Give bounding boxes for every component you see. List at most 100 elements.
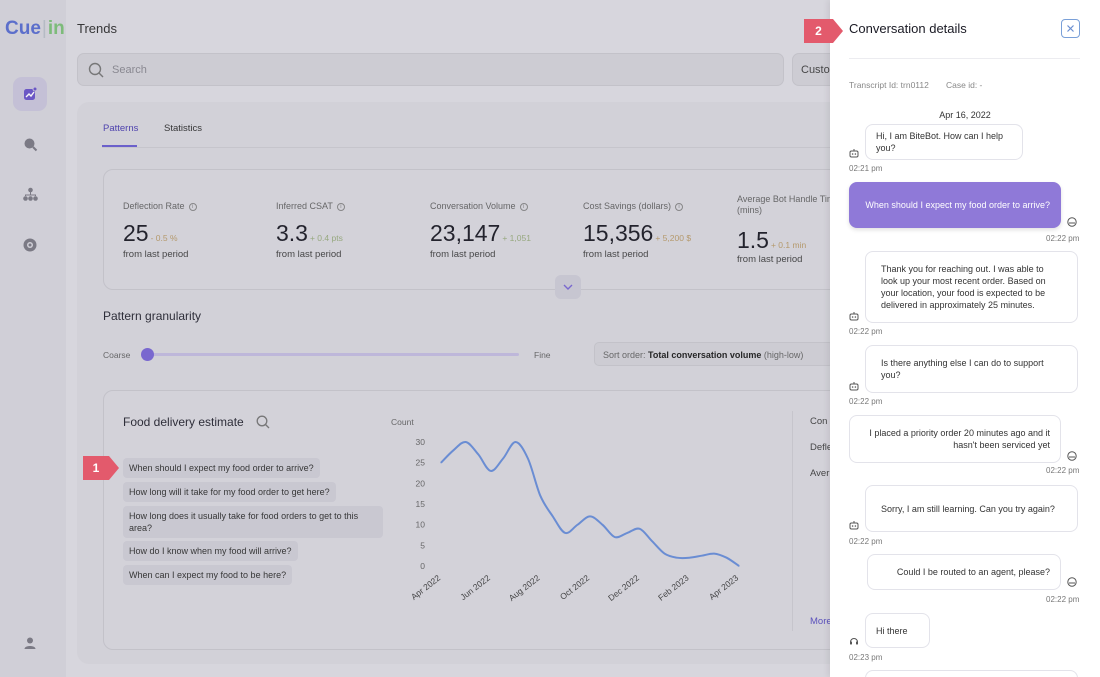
annotation-marker-1: 1: [83, 456, 119, 480]
metric-delta: + 5,200 $: [655, 233, 692, 243]
y-tick-label: 20: [416, 478, 426, 488]
trends-icon: [24, 87, 37, 100]
bot-icon: [849, 312, 859, 321]
user-message: Could I be routed to an agent, please?: [867, 554, 1061, 590]
metric-value: 25: [123, 220, 149, 246]
sort-value: Total conversation volume: [648, 350, 762, 360]
user-icon: [1067, 451, 1077, 461]
info-icon[interactable]: i: [188, 202, 197, 211]
message-time: 02:22 pm: [1046, 466, 1080, 475]
data-point: [688, 557, 690, 559]
message-time: 02:22 pm: [1046, 234, 1080, 243]
metric-label: Inferred CSAT: [276, 201, 333, 211]
bot-message: Sorry, I am still learning. Can you try …: [865, 485, 1078, 532]
data-point: [490, 470, 492, 472]
metric-sub: from last period: [276, 249, 342, 260]
y-tick-label: 30: [416, 437, 426, 447]
logo: Cue|in: [5, 18, 65, 40]
tab-patterns[interactable]: Patterns: [103, 123, 139, 134]
more-link[interactable]: More: [810, 616, 832, 627]
tab-statistics[interactable]: Statistics: [164, 123, 203, 134]
search-input[interactable]: [112, 61, 712, 79]
sort-order-select[interactable]: Sort order: Total conversation volume (h…: [594, 342, 834, 366]
phrase-item[interactable]: How long will it take for my food order …: [123, 482, 336, 502]
metric-sub: from last period: [430, 249, 496, 260]
logo-text-left: Cue: [5, 18, 41, 39]
data-point: [701, 555, 703, 557]
y-axis-label: Count: [391, 417, 414, 427]
data-point: [577, 524, 579, 526]
y-tick-label: 15: [416, 499, 426, 509]
metric-sub: from last period: [737, 254, 803, 265]
x-tick-label: Jun 2022: [458, 573, 492, 603]
metric-sub: from last period: [123, 249, 189, 260]
tabs-divider: [102, 147, 842, 148]
bot-icon: [849, 521, 859, 530]
data-point: [539, 495, 541, 497]
granularity-slider-track[interactable]: [147, 353, 519, 356]
close-button[interactable]: [1061, 19, 1080, 38]
conversation-date: Apr 16, 2022: [939, 110, 991, 120]
data-point: [589, 515, 591, 517]
case-id: Case id: -: [946, 80, 983, 90]
metric-delta: + 0.4 pts: [309, 233, 343, 243]
annotation-marker-2: 2: [804, 19, 843, 43]
search-bar[interactable]: [77, 53, 784, 86]
active-tab-indicator: [102, 145, 137, 147]
sort-suffix: (high-low): [763, 350, 804, 360]
logo-separator: |: [41, 18, 47, 39]
magnifier-icon: [24, 138, 37, 151]
bot-message: Thank you for reaching out. I was able t…: [865, 251, 1078, 323]
hierarchy-nav-button[interactable]: [13, 177, 47, 211]
trend-chart: Count 0 5 10 15 20 25 30 Apr 2022 Jun 2022 Aug 202…: [391, 417, 740, 603]
data-point: [626, 532, 628, 534]
agent-icon: [850, 638, 858, 645]
side-label: Con: [810, 416, 828, 427]
close-icon: [1067, 25, 1074, 32]
metric-value: 3.3: [276, 220, 308, 246]
search-icon[interactable]: [256, 415, 270, 429]
granularity-title: Pattern granularity: [103, 309, 202, 323]
user-icon: [1067, 217, 1077, 227]
metric-delta: + 1,051: [502, 233, 531, 243]
message-time: 02:21 pm: [849, 164, 883, 173]
message-time: 02:22 pm: [849, 537, 883, 546]
x-tick-label: Dec 2022: [606, 573, 641, 603]
phrase-item[interactable]: When can I expect my food to be here?: [123, 565, 293, 585]
info-icon[interactable]: i: [519, 202, 528, 211]
data-point: [601, 524, 603, 526]
data-point: [527, 457, 529, 460]
trends-nav-button[interactable]: [13, 77, 47, 111]
data-point: [477, 453, 479, 455]
search-nav-button[interactable]: [13, 127, 47, 161]
phrase-item[interactable]: How do I know when my food will arrive?: [123, 541, 298, 561]
metric-label: Cost Savings (dollars): [583, 201, 672, 211]
y-tick-label: 10: [416, 520, 426, 530]
network-nav-button[interactable]: [13, 228, 47, 262]
metric-value: 1.5: [737, 227, 769, 253]
info-icon[interactable]: i: [675, 202, 684, 211]
metrics-card: Deflection Rate i 25- 0.5 % from last per…: [103, 169, 863, 290]
message-time: 02:22 pm: [1046, 595, 1080, 604]
profile-nav-button[interactable]: [13, 626, 47, 660]
sort-prefix: Sort order:: [603, 350, 646, 360]
logo-text-right: in: [47, 18, 65, 39]
metric-label: Deflection Rate: [123, 201, 185, 211]
slider-label-fine: Fine: [534, 350, 551, 360]
metric-value: 23,147: [430, 220, 501, 246]
phrase-item[interactable]: How long does it usually take for food o…: [123, 506, 383, 538]
data-point: [663, 553, 666, 555]
conversation-details-panel: Conversation details Transcript Id: trn0…: [830, 0, 1100, 677]
hierarchy-icon: [22, 187, 38, 201]
phrase-item[interactable]: When should I expect my food order to ar…: [123, 458, 320, 478]
metric-label-unit: (mins): [737, 205, 762, 215]
bot-icon: [849, 149, 859, 158]
page-title: Trends: [77, 21, 117, 36]
data-point: [713, 553, 715, 555]
granularity-slider-handle[interactable]: [141, 348, 154, 361]
data-point: [465, 441, 467, 443]
expand-metrics-button[interactable]: [555, 275, 581, 299]
message-time: 02:22 pm: [849, 397, 883, 406]
bot-message: Hi there: [865, 613, 930, 648]
info-icon[interactable]: i: [336, 202, 345, 211]
